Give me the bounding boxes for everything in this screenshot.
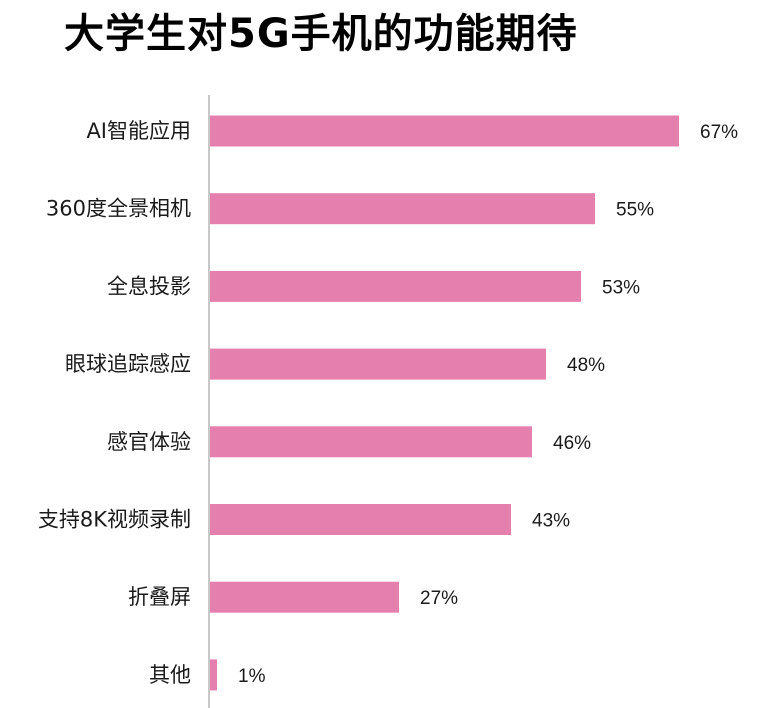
- category-label-6: 折叠屏: [128, 585, 191, 609]
- category-label-2: 全息投影: [107, 274, 191, 298]
- value-label-6: 27%: [420, 588, 458, 609]
- bar-1: [210, 193, 595, 225]
- value-label-4: 46%: [553, 433, 591, 454]
- bar-2: [210, 270, 581, 302]
- category-label-7: 其他: [149, 663, 191, 687]
- bar-6: [210, 581, 399, 613]
- value-label-2: 53%: [602, 277, 640, 298]
- value-label-7: 1%: [238, 666, 266, 687]
- category-label-0: AI智能应用: [86, 119, 191, 143]
- bar-5: [210, 504, 511, 535]
- bars-layer: AI智能应用 67% 360度全景相机 55% 全息投影 53% 眼球追踪感应 48% 感官体验…: [38, 115, 738, 691]
- value-label-1: 55%: [616, 200, 654, 221]
- chart-title: 大学生对5G手机的功能期待: [64, 11, 578, 57]
- bar-3: [210, 348, 546, 380]
- category-label-4: 感官体验: [107, 430, 191, 454]
- bar-4: [210, 426, 532, 458]
- bar-0: [210, 115, 679, 147]
- value-label-3: 48%: [567, 355, 605, 376]
- category-label-1: 360度全景相机: [46, 197, 191, 221]
- bar-7: [210, 659, 217, 691]
- value-label-5: 43%: [532, 511, 570, 532]
- category-label-3: 眼球追踪感应: [65, 352, 191, 376]
- value-label-0: 67%: [700, 122, 738, 143]
- category-label-5: 支持8K视频录制: [38, 508, 191, 532]
